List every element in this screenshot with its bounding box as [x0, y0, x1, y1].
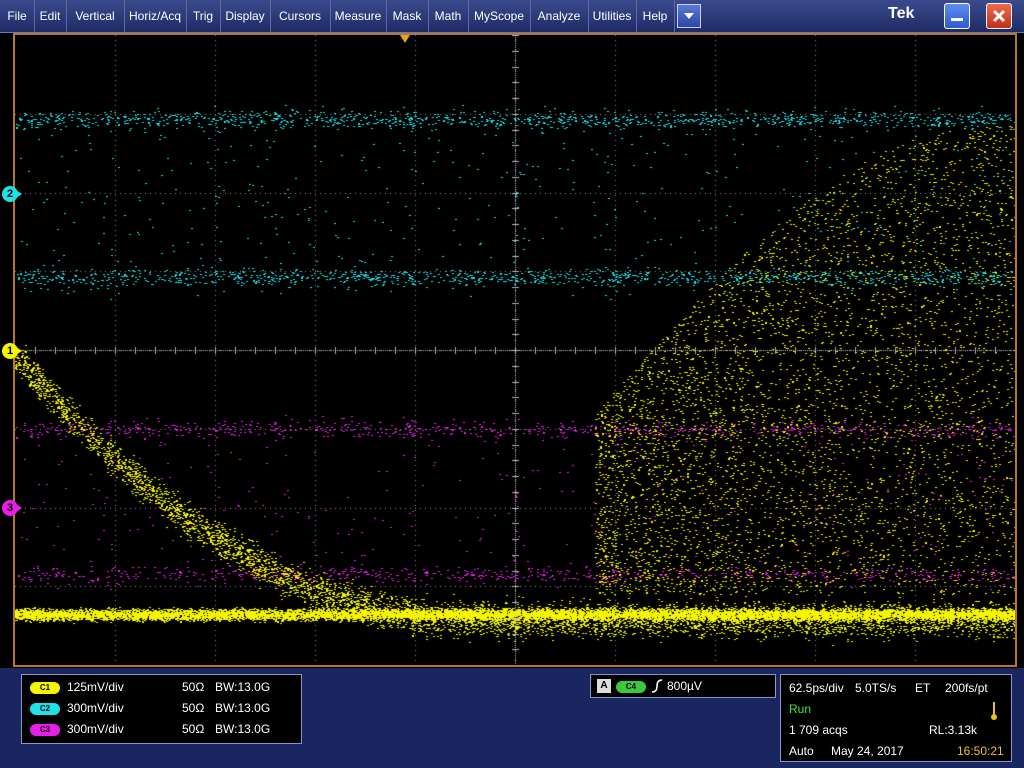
ch3-badge: C3 [30, 724, 60, 736]
ch2-badge: C2 [30, 703, 60, 715]
time: 16:50:21 [957, 744, 1004, 758]
close-icon [992, 9, 1006, 23]
ch2-bw-value: W:13.0G [223, 701, 271, 715]
trigger-mode: Auto [789, 744, 814, 758]
ch3-bw-prefix: B [215, 722, 224, 736]
ch1-ground-marker[interactable]: 1 [2, 343, 22, 359]
menu-display[interactable]: Display [220, 0, 271, 32]
trigger-source-badge: C4 [616, 681, 646, 693]
acquisition-mode: ET [915, 681, 931, 695]
ch3-scale: 300mV/div [67, 722, 124, 736]
ch3-bw-value: W:13.0G [223, 722, 271, 736]
menu-math[interactable]: Math [428, 0, 469, 32]
menu-edit[interactable]: Edit [34, 0, 67, 32]
brand-logo: Tek [888, 5, 915, 22]
ch2-bandwidth: BW:13.0G [215, 701, 270, 715]
menu-dropdown-button[interactable] [677, 4, 701, 28]
ch1-badge: C1 [30, 682, 60, 694]
minimize-icon [951, 18, 963, 21]
ch1-bw-prefix: B [215, 680, 224, 694]
time-resolution: 200fs/pt [945, 681, 988, 695]
close-button[interactable] [986, 3, 1012, 29]
ch3-settings-row[interactable]: C3 300mV/div 50Ω BW:13.0G [30, 720, 300, 740]
horizontal-settings-panel[interactable]: 62.5ps/div 5.0TS/s ET 200fs/pt Run 1 709… [780, 674, 1012, 762]
ch1-bandwidth: BW:13.0G [215, 680, 270, 694]
menu-analyze[interactable]: Analyze [530, 0, 589, 32]
ch1-impedance: 50Ω [182, 680, 205, 694]
menu-cursors[interactable]: Cursors [270, 0, 331, 32]
menu-myscope[interactable]: MyScope [468, 0, 531, 32]
ch1-bw-value: W:13.0G [223, 680, 271, 694]
menu-horiz-acq[interactable]: Horiz/Acq [124, 0, 187, 32]
ch2-scale: 300mV/div [67, 701, 124, 715]
menu-help[interactable]: Help [636, 0, 675, 32]
menu-measure[interactable]: Measure [330, 0, 387, 32]
acquisition-count: 1 709 acqs [789, 723, 848, 737]
trigger-level: 800µV [667, 679, 702, 693]
menu-bar: File Edit Vertical Horiz/Acq Trig Displa… [0, 0, 1024, 33]
ch1-scale: 125mV/div [67, 680, 124, 694]
record-length: RL:3.13k [929, 723, 978, 737]
waveform-display[interactable] [15, 35, 1015, 665]
menu-utilities[interactable]: Utilities [588, 0, 637, 32]
ch1-settings-row[interactable]: C1 125mV/div 50Ω BW:13.0G [30, 678, 300, 698]
rising-edge-icon [651, 679, 663, 693]
ch2-impedance: 50Ω [182, 701, 205, 715]
trigger-settings-panel[interactable]: A C4 800µV [590, 674, 776, 698]
minimize-button[interactable] [944, 3, 970, 29]
menu-vertical[interactable]: Vertical [66, 0, 125, 32]
ch3-bandwidth: BW:13.0G [215, 722, 270, 736]
sample-rate: 5.0TS/s [855, 681, 897, 695]
trigger-position-marker[interactable] [400, 35, 410, 43]
chevron-down-icon [684, 13, 694, 19]
trigger-mode-letter: A [597, 679, 611, 693]
ch2-bw-prefix: B [215, 701, 224, 715]
menu-mask[interactable]: Mask [386, 0, 429, 32]
ch3-impedance: 50Ω [182, 722, 205, 736]
date: May 24, 2017 [831, 744, 904, 758]
run-state[interactable]: Run [789, 702, 812, 716]
temperature-icon [991, 702, 997, 720]
horizontal-scale: 62.5ps/div [789, 681, 844, 695]
ch2-ground-marker[interactable]: 2 [2, 186, 22, 202]
menu-file[interactable]: File [0, 0, 35, 32]
ch2-settings-row[interactable]: C2 300mV/div 50Ω BW:13.0G [30, 699, 300, 719]
menu-trig[interactable]: Trig [186, 0, 221, 32]
vertical-settings-panel[interactable]: C1 125mV/div 50Ω BW:13.0G C2 300mV/div 5… [21, 674, 302, 744]
ch3-ground-marker[interactable]: 3 [2, 500, 22, 516]
